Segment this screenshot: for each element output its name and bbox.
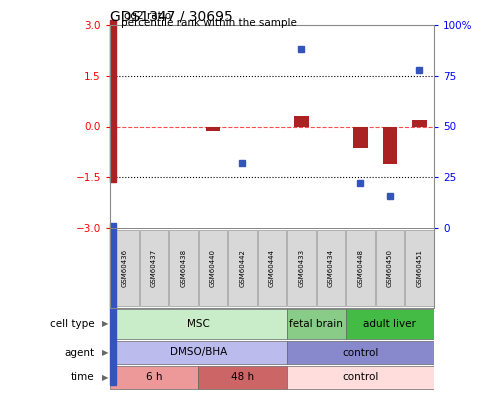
Text: time: time: [71, 373, 95, 382]
Bar: [110, 366, 198, 389]
Text: GSM60451: GSM60451: [416, 249, 422, 287]
Bar: [346, 309, 434, 339]
Text: log2 ratio: log2 ratio: [121, 11, 171, 21]
Text: percentile rank within the sample: percentile rank within the sample: [121, 18, 296, 28]
Bar: [198, 366, 287, 389]
Text: GSM60450: GSM60450: [387, 249, 393, 287]
Text: DMSO/BHA: DMSO/BHA: [170, 347, 227, 358]
Bar: [294, 116, 309, 126]
Bar: [258, 230, 286, 307]
Bar: [110, 341, 287, 364]
Text: GSM60433: GSM60433: [298, 249, 304, 287]
Text: agent: agent: [65, 347, 95, 358]
Text: GDS1347 / 30695: GDS1347 / 30695: [110, 10, 233, 24]
Bar: [206, 126, 221, 131]
Bar: [353, 126, 368, 149]
Text: GSM60444: GSM60444: [269, 249, 275, 287]
Text: ▶: ▶: [101, 348, 108, 357]
Text: GSM60448: GSM60448: [357, 249, 363, 287]
Text: fetal brain: fetal brain: [289, 319, 343, 329]
Bar: [346, 230, 375, 307]
Text: cell type: cell type: [50, 319, 95, 329]
Text: GSM60438: GSM60438: [181, 249, 187, 287]
Text: 48 h: 48 h: [231, 373, 254, 382]
Text: 6 h: 6 h: [146, 373, 162, 382]
Bar: [199, 230, 227, 307]
Bar: [287, 366, 434, 389]
Text: ▶: ▶: [101, 320, 108, 328]
Bar: [140, 230, 168, 307]
Bar: [110, 230, 139, 307]
Bar: [287, 341, 434, 364]
Bar: [229, 230, 256, 307]
Bar: [376, 230, 404, 307]
Text: adult liver: adult liver: [363, 319, 416, 329]
Text: control: control: [342, 347, 379, 358]
Bar: [405, 230, 434, 307]
Bar: [317, 230, 345, 307]
Text: GSM60436: GSM60436: [122, 249, 128, 287]
Bar: [110, 223, 116, 385]
Bar: [412, 120, 427, 126]
Text: GSM60442: GSM60442: [240, 249, 246, 287]
Bar: [287, 309, 346, 339]
Bar: [169, 230, 198, 307]
Text: GSM60440: GSM60440: [210, 249, 216, 287]
Bar: [383, 126, 397, 164]
Text: control: control: [342, 373, 379, 382]
Bar: [110, 309, 287, 339]
Text: GSM60434: GSM60434: [328, 249, 334, 287]
Text: GSM60437: GSM60437: [151, 249, 157, 287]
Bar: [110, 20, 116, 182]
Text: ▶: ▶: [101, 373, 108, 382]
Text: MSC: MSC: [187, 319, 210, 329]
Bar: [287, 230, 315, 307]
